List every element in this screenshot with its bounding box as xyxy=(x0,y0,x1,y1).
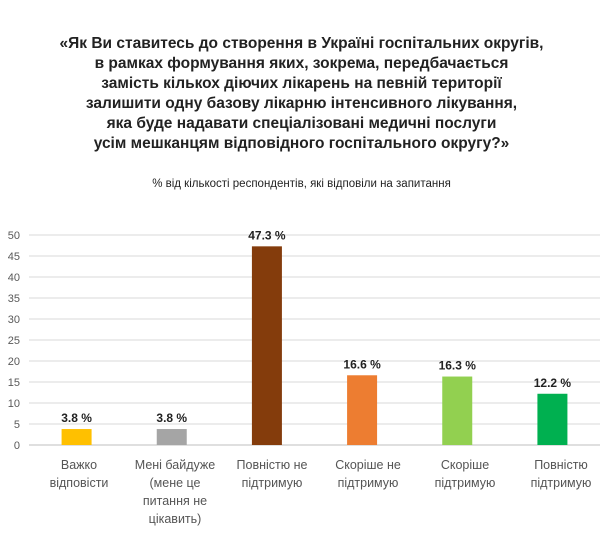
category-label-dont-know: Важко відповісти xyxy=(49,458,109,490)
data-label-3: 16.6 % xyxy=(343,357,381,371)
category-label-fully-not-support: Повністю не підтримую xyxy=(236,458,308,490)
bar-0 xyxy=(61,429,92,445)
data-label-4: 16.3 % xyxy=(439,359,477,373)
data-label-2: 47.3 % xyxy=(248,228,286,242)
bar-5 xyxy=(537,393,568,445)
category-label-fully-support: Повністю підтримую xyxy=(530,458,592,490)
title-line-1: «Як Ви ставитесь до створення в Україні … xyxy=(59,35,544,52)
title-line-6: усім мешканцям відповідного госпітальног… xyxy=(93,135,510,152)
y-tick-label-10: 10 xyxy=(8,398,20,410)
y-tick-label-15: 15 xyxy=(8,377,20,389)
y-tick-label-0: 0 xyxy=(14,440,20,452)
y-tick-label-20: 20 xyxy=(8,356,20,368)
data-label-5: 12.2 % xyxy=(534,376,572,390)
bar-4 xyxy=(442,376,473,445)
chart-title: «Як Ви ставитесь до створення в Україні … xyxy=(20,34,583,154)
y-tick-label-30: 30 xyxy=(8,314,20,326)
bar-2 xyxy=(251,246,282,445)
title-line-3: замість кількох діючих лікарень на певні… xyxy=(101,75,502,92)
y-tick-label-50: 50 xyxy=(8,230,20,242)
category-label-rather-not-support: Скоріше не підтримую xyxy=(335,458,401,490)
title-line-4: залишити одну базову лікарню інтенсивног… xyxy=(85,95,518,112)
y-tick-label-40: 40 xyxy=(8,272,20,284)
category-label-indifferent: Мені байдуже (мене це питання не цікавит… xyxy=(134,458,216,526)
bar-3 xyxy=(347,375,378,445)
y-tick-label-35: 35 xyxy=(8,293,20,305)
y-tick-label-25: 25 xyxy=(8,335,20,347)
title-line-2: в рамках формування яких, зокрема, перед… xyxy=(94,55,509,72)
chart-subtitle: % від кількості респондентів, які відпов… xyxy=(152,178,451,190)
y-tick-label-45: 45 xyxy=(8,251,20,263)
title-line-5: яка буде надавати спеціалізовані медичні… xyxy=(106,115,497,132)
data-label-0: 3.8 % xyxy=(61,411,92,425)
y-tick-label-5: 5 xyxy=(14,419,20,431)
category-label-rather-support: Скоріше підтримую xyxy=(434,458,496,490)
data-label-1: 3.8 % xyxy=(156,411,187,425)
bar-1 xyxy=(156,429,187,445)
